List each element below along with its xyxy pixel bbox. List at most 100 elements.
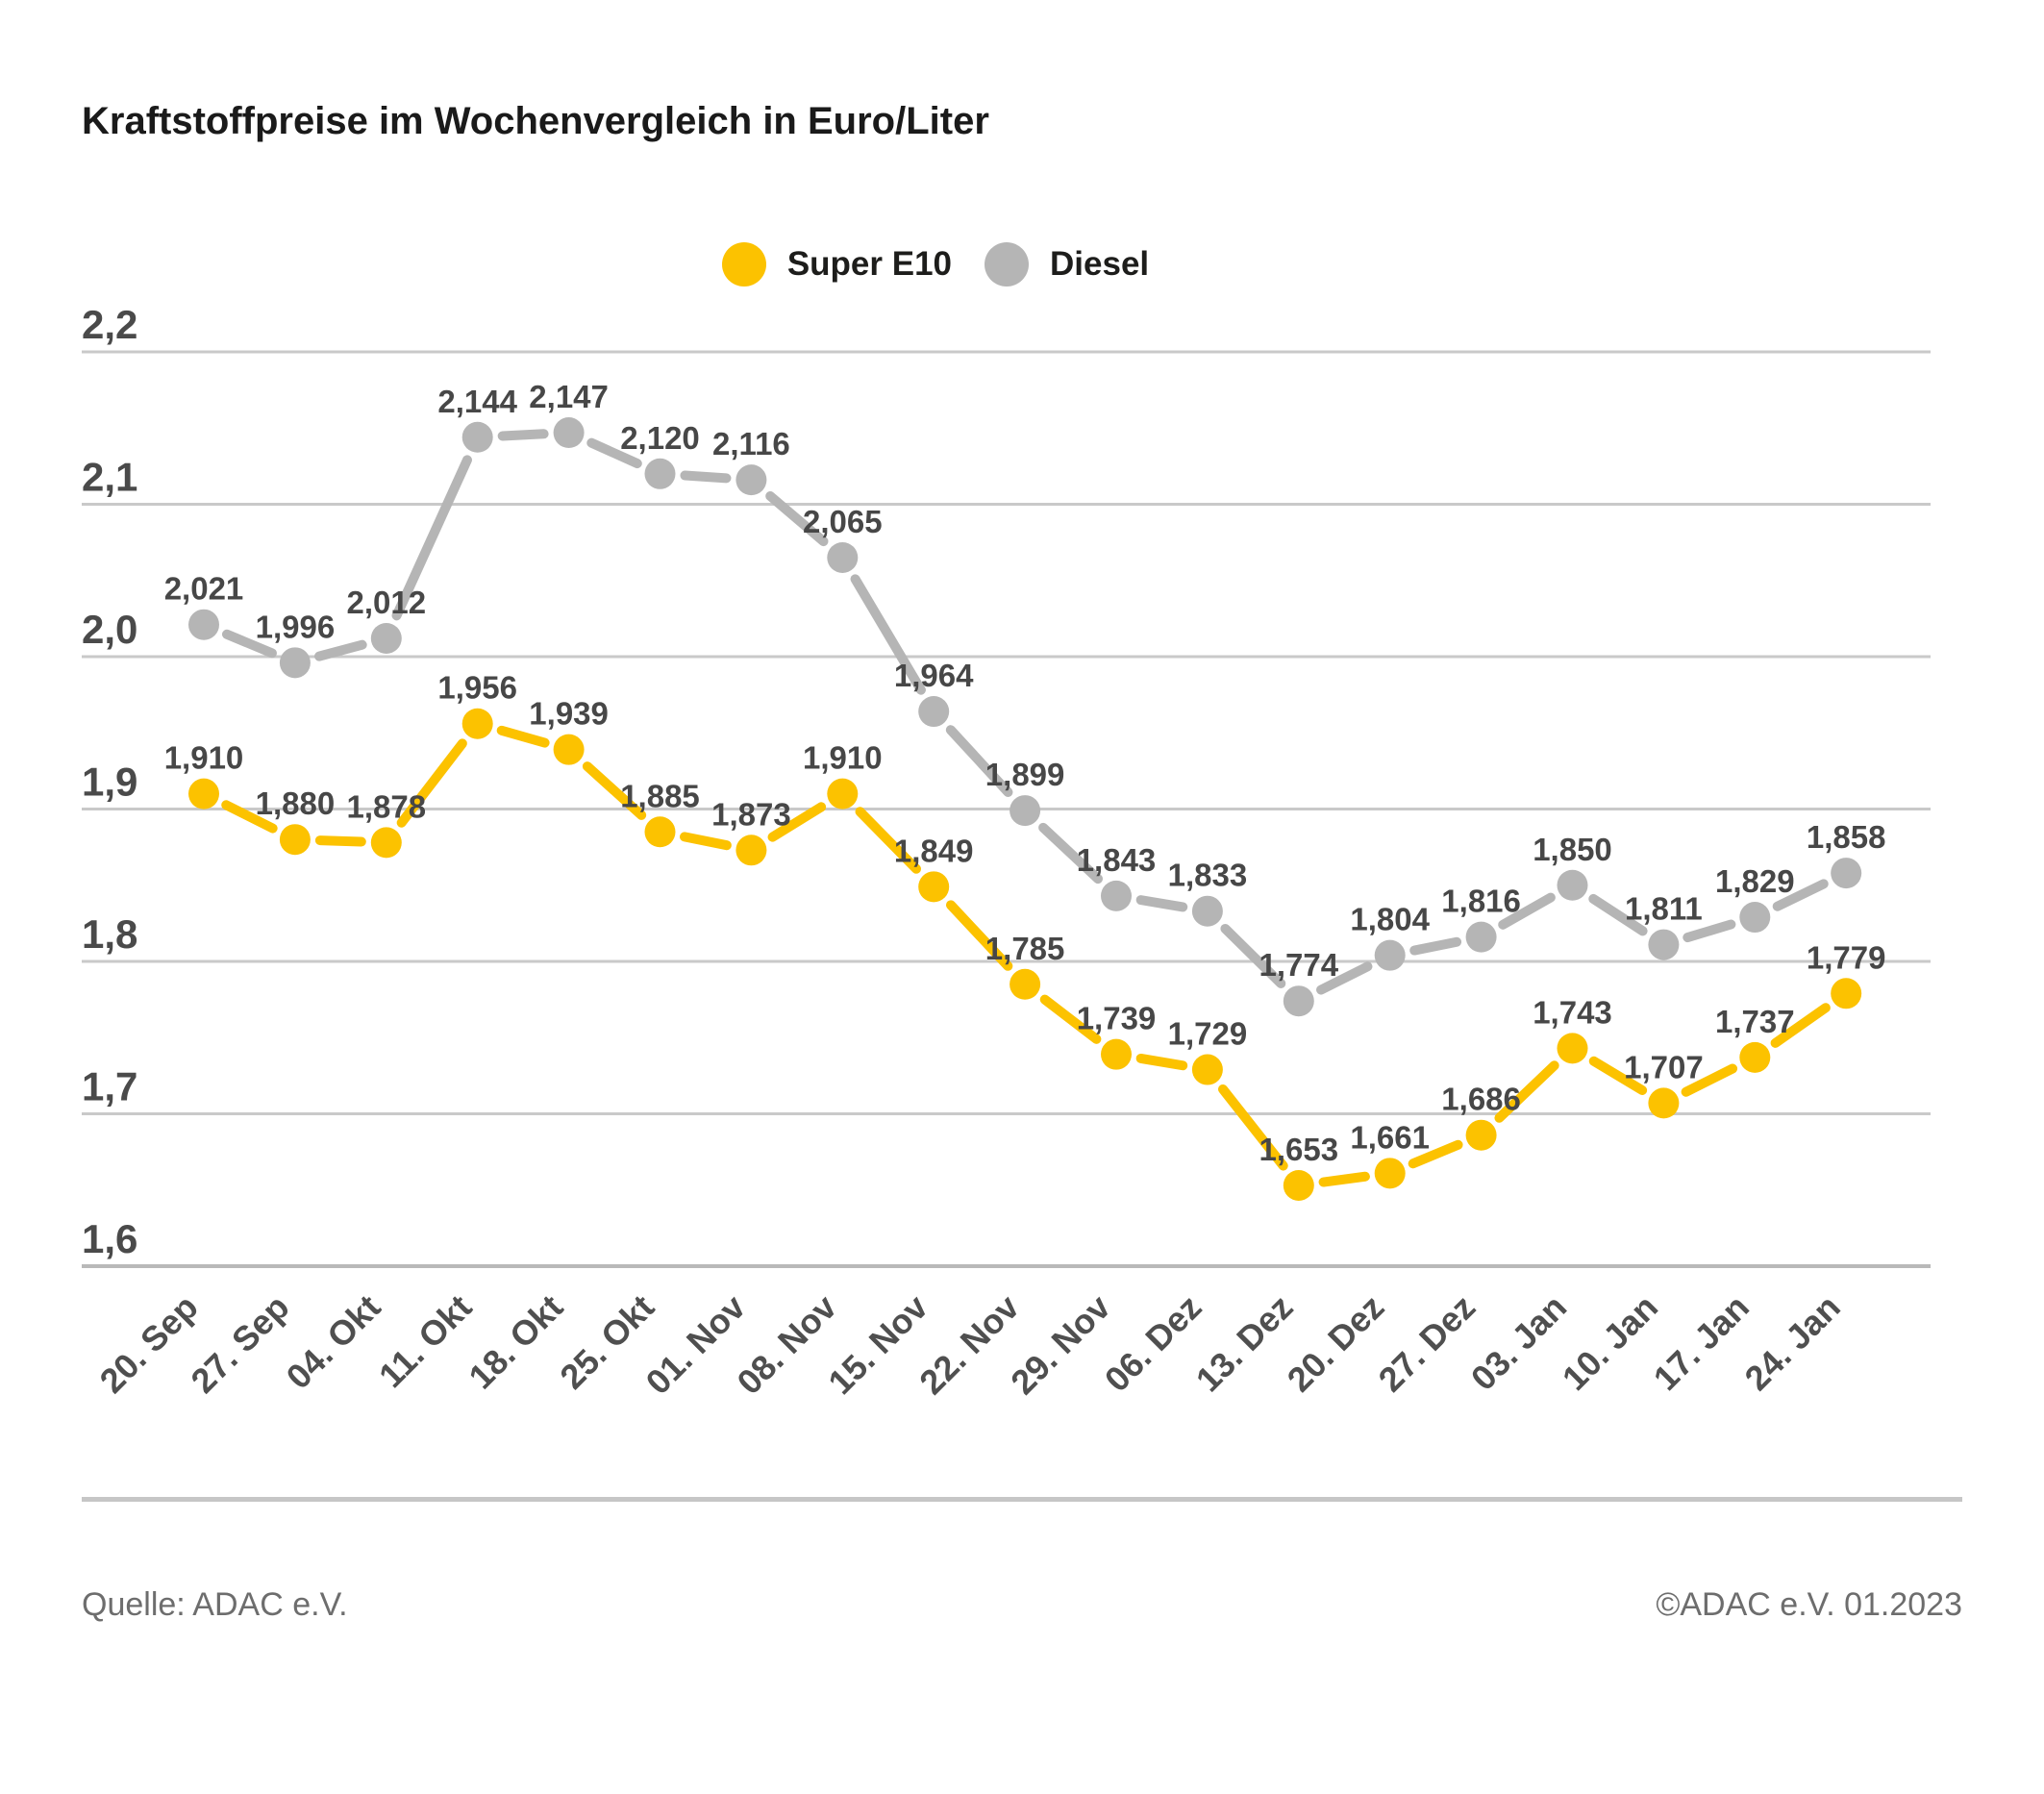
diesel-line-segment [680, 470, 732, 484]
diesel-value-label: 1,850 [1533, 832, 1612, 867]
diesel-point [827, 541, 859, 573]
super-e10-point [1648, 1087, 1680, 1119]
super-e10-line-segment [1681, 1063, 1738, 1097]
super-e10-line-segment [1039, 994, 1102, 1044]
chart-title: Kraftstoffpreise im Wochenvergleich in E… [82, 100, 989, 142]
super-e10-line-segment [1588, 1056, 1648, 1096]
super-e10-point [1374, 1158, 1406, 1189]
diesel-line-segment [314, 639, 367, 661]
super-e10-value-label: 1,779 [1807, 939, 1886, 975]
diesel-point [461, 421, 493, 453]
x-axis-label: 13. Dez [1188, 1287, 1301, 1400]
super-e10-line-segment [1770, 1003, 1831, 1048]
diesel-point [1283, 985, 1314, 1017]
diesel-point [1739, 902, 1771, 934]
super-e10-value-label: 1,910 [803, 740, 883, 776]
y-axis-tick: 1,7 [82, 1064, 137, 1109]
super-e10-point [1465, 1119, 1497, 1151]
copyright-note: ©ADAC e.V. 01.2023 [1656, 1586, 1962, 1623]
diesel-value-label: 1,804 [1350, 902, 1430, 937]
diesel-value-label: 1,858 [1807, 819, 1886, 855]
source-note: Quelle: ADAC e.V. [82, 1586, 348, 1623]
super-e10-value-label: 1,653 [1259, 1132, 1339, 1167]
diesel-line-segment [945, 725, 1013, 797]
x-axis-label: 01. Nov [638, 1287, 754, 1403]
super-e10-line-segment [496, 725, 550, 748]
super-e10-line-segment [767, 802, 827, 842]
diesel-value-label: 2,012 [347, 585, 427, 620]
diesel-line-segment [1588, 893, 1648, 936]
x-axis-label: 10. Jan [1555, 1287, 1665, 1398]
x-axis-label: 04. Okt [279, 1287, 388, 1397]
legend-label-diesel: Diesel [1050, 245, 1150, 283]
super-e10-point [644, 816, 676, 848]
y-axis-tick: 1,6 [82, 1216, 137, 1261]
diesel-point [1191, 895, 1223, 927]
y-axis-tick: 2,1 [82, 455, 137, 500]
diesel-point [370, 622, 402, 654]
super-e10-value-label: 1,849 [894, 833, 974, 868]
super-e10-point [735, 835, 767, 866]
super-e10-value-label: 1,739 [1077, 1001, 1157, 1036]
diesel-line-segment [765, 490, 829, 547]
diesel-line-segment [1220, 923, 1286, 988]
diesel-value-label: 2,021 [164, 571, 244, 607]
super-e10-line-segment [945, 900, 1013, 971]
diesel-point [918, 696, 950, 728]
super-e10-value-label: 1,743 [1533, 994, 1612, 1030]
diesel-line-segment [586, 437, 642, 469]
x-axis-label: 29. Nov [1003, 1287, 1118, 1403]
x-axis-label: 03. Jan [1463, 1287, 1574, 1398]
super-e10-value-label: 1,880 [256, 785, 336, 821]
diesel-point [279, 647, 311, 679]
super-e10-line-segment [1217, 1084, 1288, 1171]
diesel-line-segment [1135, 895, 1188, 912]
super-e10-point [1101, 1038, 1132, 1070]
super-e10-point [188, 778, 219, 810]
super-e10-line-segment [679, 832, 732, 851]
super-e10-value-label: 1,956 [437, 670, 517, 706]
super-e10-point [1283, 1169, 1314, 1201]
diesel-line-segment [1683, 919, 1736, 943]
super-e10-value-label: 1,737 [1715, 1004, 1795, 1039]
super-e10-line-segment [582, 761, 647, 820]
diesel-value-label: 1,774 [1259, 947, 1339, 983]
super-e10-point [1010, 968, 1041, 1000]
diesel-point [1101, 880, 1132, 911]
y-axis-tick: 2,2 [82, 302, 137, 347]
diesel-line-segment [1038, 822, 1104, 885]
y-axis-tick: 1,8 [82, 911, 137, 957]
super-e10-point [279, 824, 311, 856]
super-e10-value-label: 1,729 [1168, 1016, 1248, 1052]
super-e10-point [553, 734, 585, 765]
diesel-point [735, 464, 767, 496]
super-e10-line-segment [314, 835, 366, 847]
x-axis-label: 08. Nov [729, 1287, 844, 1403]
legend: Super E10 Diesel [0, 242, 1957, 287]
super-e10-line-segment [221, 800, 278, 834]
diesel-line-segment [1409, 936, 1462, 956]
diesel-line-segment [1316, 961, 1373, 995]
super-e10-line-segment [855, 807, 921, 874]
diesel-point [1648, 929, 1680, 960]
diesel-line-segment [497, 429, 549, 441]
super-e10-value-label: 1,873 [711, 796, 791, 832]
legend-label-super-e10: Super E10 [786, 245, 953, 283]
diesel-line-segment [221, 629, 277, 659]
diesel-value-label: 1,899 [985, 757, 1065, 792]
super-e10-value-label: 1,878 [347, 788, 427, 824]
y-axis-tick: 1,9 [82, 760, 137, 805]
super-e10-line-segment [1408, 1139, 1463, 1169]
super-e10-line-segment [1494, 1060, 1559, 1123]
super-e10-value-label: 1,885 [620, 778, 700, 813]
footer-divider [82, 1497, 1962, 1502]
diesel-point [1831, 858, 1862, 889]
x-axis-label: 27. Sep [183, 1287, 296, 1401]
super-e10-value-label: 1,939 [529, 696, 609, 732]
super-e10-point [461, 708, 493, 739]
super-e10-line-segment [1318, 1171, 1370, 1187]
super-e10-point [1191, 1054, 1223, 1085]
super-e10-point [370, 827, 402, 859]
x-axis-label: 22. Nov [911, 1287, 1027, 1403]
